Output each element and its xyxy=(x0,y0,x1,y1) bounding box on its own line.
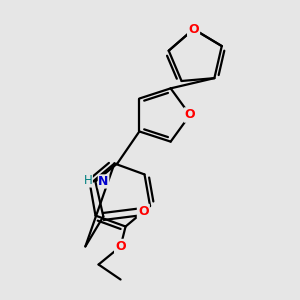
Text: O: O xyxy=(115,240,126,253)
Text: N: N xyxy=(98,175,109,188)
Text: H: H xyxy=(84,174,92,187)
Text: O: O xyxy=(138,205,149,218)
Text: O: O xyxy=(188,22,199,36)
Text: O: O xyxy=(185,109,195,122)
